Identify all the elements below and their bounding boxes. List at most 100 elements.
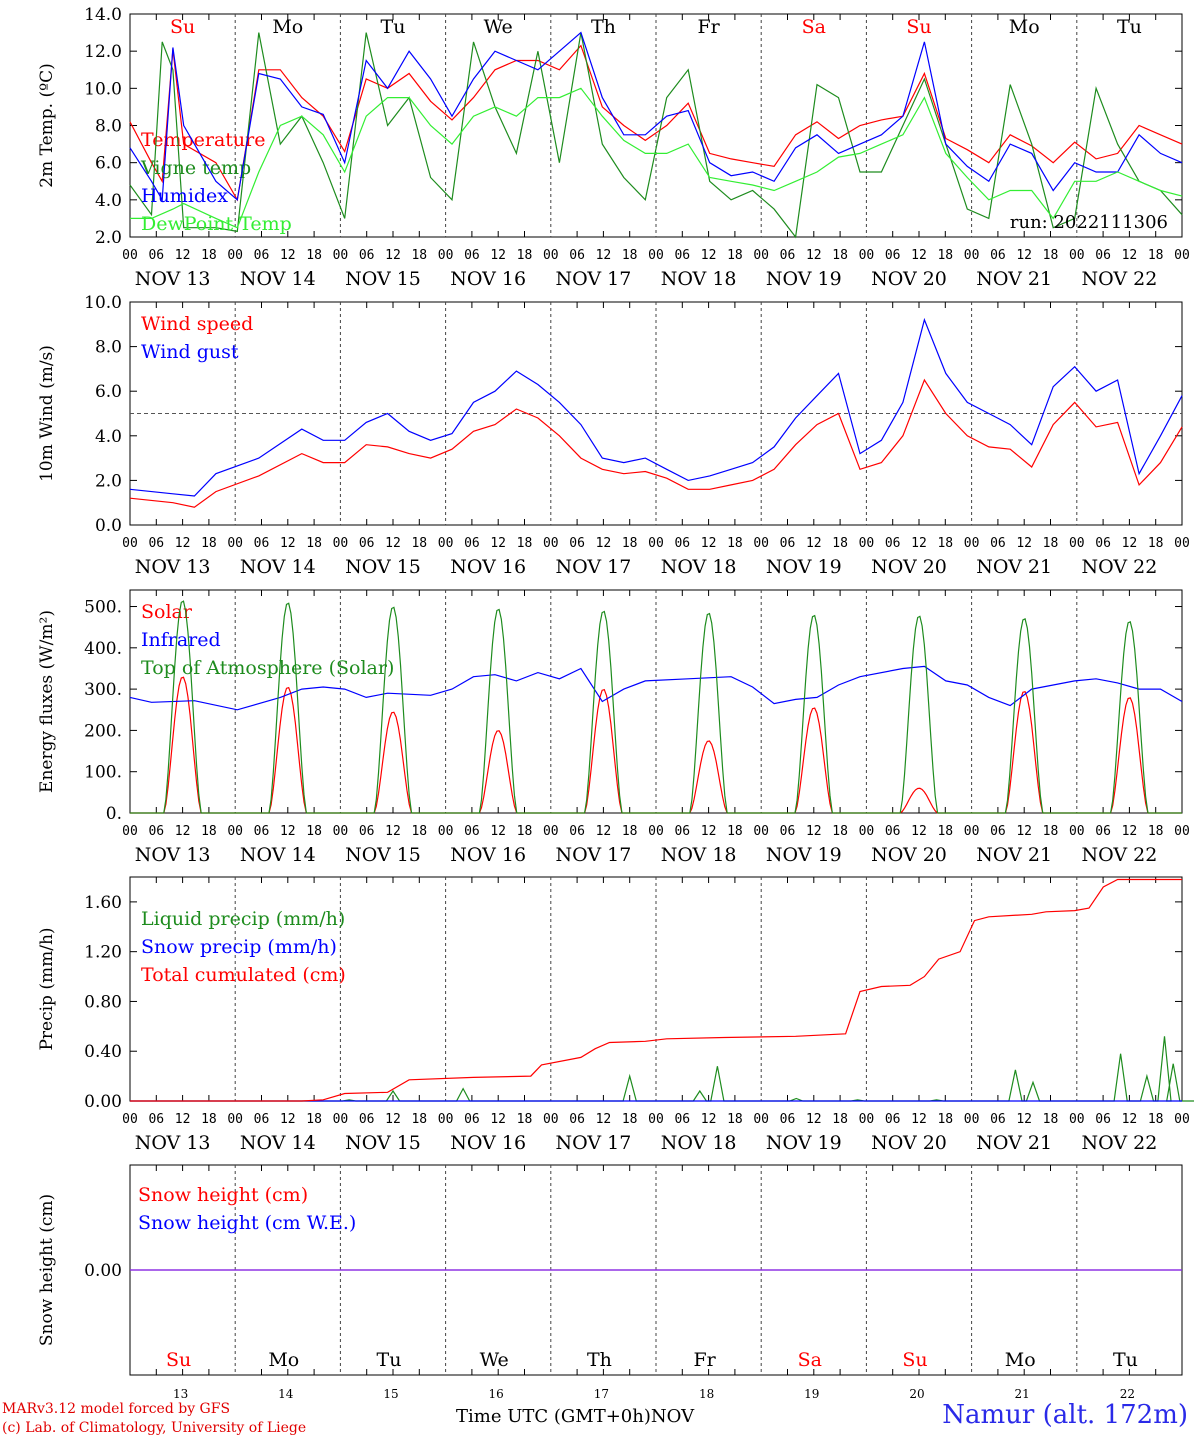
y-axis-label: 10m Wind (m/s) xyxy=(37,345,57,482)
date-label: NOV 20 xyxy=(871,1132,947,1154)
hour-label: 12 xyxy=(175,536,191,551)
weekday-label: Fr xyxy=(693,1349,716,1371)
hour-label: 00 xyxy=(333,824,349,839)
legend-entry: Vigne temp xyxy=(140,157,251,179)
hour-label: 00 xyxy=(543,248,559,263)
hour-label: 12 xyxy=(911,248,927,263)
hour-label: 12 xyxy=(806,248,822,263)
weekday-label: Su xyxy=(906,16,931,38)
hour-label: 00 xyxy=(964,824,980,839)
date-label: NOV 19 xyxy=(766,844,842,866)
hour-label: 12 xyxy=(175,824,191,839)
date-label: NOV 21 xyxy=(976,556,1052,578)
legend-entry: Wind gust xyxy=(141,341,239,363)
date-label: NOV 13 xyxy=(135,268,211,290)
series-line-dewpoint-temp xyxy=(130,87,1183,229)
legend-entry: Snow height (cm W.E.) xyxy=(138,1212,356,1234)
hour-label: 06 xyxy=(990,248,1006,263)
time-axis-label: Time UTC (GMT+0h)NOV xyxy=(456,1406,694,1427)
hour-label: 06 xyxy=(569,824,585,839)
hour-label: 18 xyxy=(727,536,743,551)
date-label: NOV 15 xyxy=(345,556,421,578)
hour-label: 00 xyxy=(964,248,980,263)
legend-entry: Humidex xyxy=(141,185,228,207)
date-label: NOV 14 xyxy=(240,844,316,866)
hour-label: 18 xyxy=(306,824,322,839)
hour-label: 00 xyxy=(753,248,769,263)
hour-label: 12 xyxy=(490,536,506,551)
date-label: NOV 22 xyxy=(1081,1132,1157,1154)
hour-label: 00 xyxy=(543,536,559,551)
hour-label: 18 xyxy=(306,1112,322,1127)
hour-label: 00 xyxy=(333,248,349,263)
series-line-infrared xyxy=(129,665,1183,711)
time-axis-title: Time UTC (GMT+0h) xyxy=(456,1406,651,1427)
legend-entry: Snow height (cm) xyxy=(138,1184,308,1206)
weekday-label: Mo xyxy=(272,16,303,38)
hour-label: 06 xyxy=(569,536,585,551)
hour-label: 18 xyxy=(1148,824,1164,839)
legend-entry: Total cumulated (cm) xyxy=(141,964,346,986)
hour-label: 00 xyxy=(122,1112,138,1127)
hour-label: 00 xyxy=(753,824,769,839)
weekday-label: Tu xyxy=(377,1349,402,1371)
hour-label: 06 xyxy=(359,1112,375,1127)
hour-label: 06 xyxy=(780,248,796,263)
hour-label: 06 xyxy=(464,536,480,551)
series-line-humidex xyxy=(129,31,1183,202)
day-number-label: 22 xyxy=(1120,1387,1135,1401)
legend-entry: Top of Atmosphere (Solar) xyxy=(141,657,394,679)
date-label: NOV 13 xyxy=(135,844,211,866)
hour-label: 06 xyxy=(464,824,480,839)
hour-label: 12 xyxy=(280,1112,296,1127)
series-line-wind-gust xyxy=(129,317,1183,497)
hour-label: 12 xyxy=(385,536,401,551)
hour-label: 12 xyxy=(596,248,612,263)
hour-label: 18 xyxy=(1148,248,1164,263)
hour-label: 18 xyxy=(411,536,427,551)
hour-label: 06 xyxy=(1095,1112,1111,1127)
date-label: NOV 13 xyxy=(135,1132,211,1154)
y-tick-label: 0.80 xyxy=(84,992,122,1012)
hour-label: 18 xyxy=(201,824,217,839)
legend-entry: DewPoint Temp xyxy=(141,213,292,235)
hour-label: 00 xyxy=(227,536,243,551)
hour-label: 12 xyxy=(596,1112,612,1127)
hour-label: 12 xyxy=(911,824,927,839)
y-axis-label: 2m Temp. (ºC) xyxy=(37,63,57,188)
hour-label: 18 xyxy=(832,1112,848,1127)
hour-label: 06 xyxy=(990,1112,1006,1127)
hour-label: 06 xyxy=(674,248,690,263)
hour-label: 18 xyxy=(201,536,217,551)
hour-label: 18 xyxy=(411,824,427,839)
hour-label: 18 xyxy=(306,536,322,551)
date-label: NOV 17 xyxy=(555,844,631,866)
hour-label: 18 xyxy=(727,824,743,839)
date-label: NOV 14 xyxy=(240,1132,316,1154)
y-tick-label: 14.0 xyxy=(84,5,122,25)
hour-label: 18 xyxy=(727,1112,743,1127)
hour-label: 18 xyxy=(937,536,953,551)
date-label: NOV 21 xyxy=(976,844,1052,866)
weekday-label: Su xyxy=(166,1349,191,1371)
model-credit: MARv3.12 model forced by GFS xyxy=(2,1401,231,1417)
date-label: NOV 13 xyxy=(135,556,211,578)
hour-label: 18 xyxy=(411,1112,427,1127)
hour-label: 06 xyxy=(359,536,375,551)
hour-label: 06 xyxy=(885,1112,901,1127)
hour-label: 12 xyxy=(1016,536,1032,551)
weekday-label: Su xyxy=(902,1349,927,1371)
date-label: NOV 14 xyxy=(240,556,316,578)
date-label: NOV 18 xyxy=(661,268,737,290)
weekday-label: Fr xyxy=(697,16,720,38)
y-axis-label: Precip (mm/h) xyxy=(37,927,57,1050)
hour-label: 00 xyxy=(1069,1112,1085,1127)
hour-label: 12 xyxy=(385,1112,401,1127)
date-label: NOV 19 xyxy=(766,556,842,578)
date-label: NOV 19 xyxy=(766,268,842,290)
hour-label: 06 xyxy=(254,824,270,839)
y-tick-label: 1.20 xyxy=(84,943,122,963)
hour-label: 18 xyxy=(937,248,953,263)
hour-label: 00 xyxy=(438,248,454,263)
hour-label: 00 xyxy=(1174,248,1190,263)
